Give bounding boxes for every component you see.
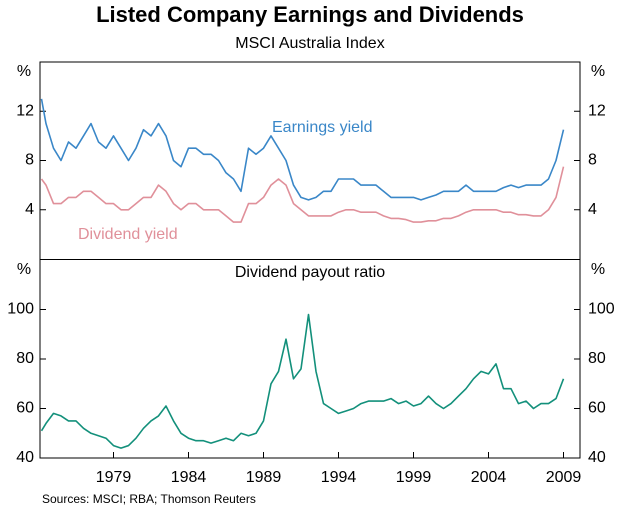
y-tick-label: 12: [588, 102, 606, 119]
series-line: [40, 98, 565, 201]
y-tick-label: 40: [588, 449, 606, 466]
y-tick-label: 80: [588, 350, 606, 367]
x-tick-label: 1989: [246, 469, 282, 486]
y-tick-label: 60: [16, 400, 34, 417]
x-tick-label: 1979: [96, 469, 132, 486]
y-tick-label: 4: [588, 201, 597, 218]
chart-title: Listed Company Earnings and Dividends: [96, 2, 524, 27]
x-tick-label: 1984: [171, 469, 207, 486]
y-tick-label: 8: [25, 152, 34, 169]
y-tick-label: 60: [588, 400, 606, 417]
x-tick-label: 1999: [396, 469, 432, 486]
y-tick-label: 40: [16, 449, 34, 466]
y-tick-label: 4: [25, 201, 34, 218]
chart-subtitle: MSCI Australia Index: [235, 35, 384, 52]
y-axis-unit: %: [17, 261, 31, 278]
x-tick-label: 1994: [321, 469, 357, 486]
x-tick-label: 2004: [471, 469, 507, 486]
series-line: [40, 313, 565, 449]
y-tick-label: 8: [588, 152, 597, 169]
series-line: [40, 166, 565, 223]
series-label: Earnings yield: [272, 119, 373, 136]
y-tick-label: 100: [7, 301, 34, 318]
panel-title: Dividend payout ratio: [235, 264, 385, 281]
y-tick-label: 100: [588, 301, 615, 318]
y-axis-unit: %: [17, 63, 31, 80]
x-tick-label: 2009: [546, 469, 582, 486]
y-axis-unit: %: [591, 63, 605, 80]
y-tick-label: 12: [16, 102, 34, 119]
source-note: Sources: MSCI; RBA; Thomson Reuters: [42, 492, 256, 506]
series-label: Dividend yield: [78, 226, 178, 243]
y-tick-label: 80: [16, 350, 34, 367]
y-axis-unit: %: [591, 261, 605, 278]
